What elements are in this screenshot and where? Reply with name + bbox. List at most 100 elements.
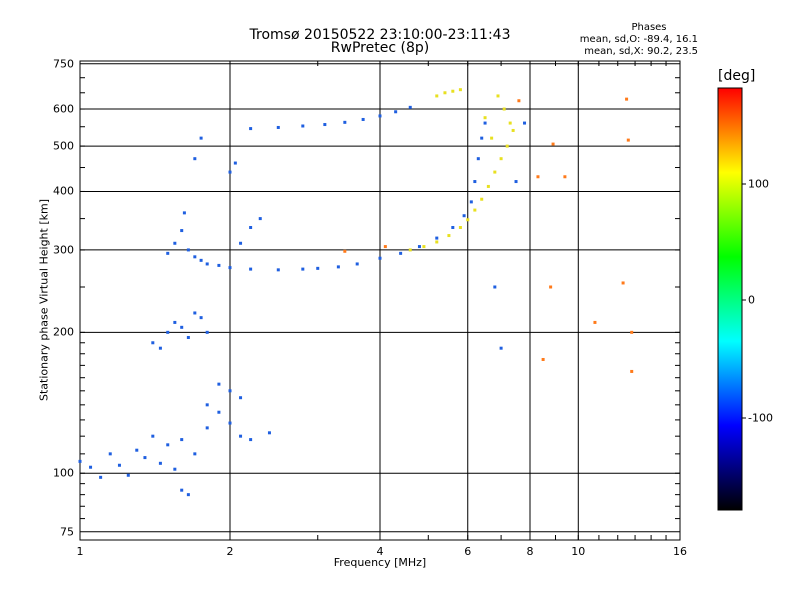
scatter-point <box>517 99 521 103</box>
scatter-point <box>166 443 170 447</box>
x-tick-label: 8 <box>526 545 534 558</box>
scatter-point <box>447 234 451 238</box>
x-axis-label: Frequency [MHz] <box>333 556 427 569</box>
scatter-point <box>541 357 545 361</box>
scatter-point <box>239 434 243 438</box>
scatter-point <box>630 369 634 373</box>
y-tick-label: 200 <box>53 325 74 339</box>
scatter-point <box>476 157 480 161</box>
scatter-point <box>355 262 359 266</box>
scatter-point <box>469 200 473 204</box>
y-tick-label: 400 <box>53 184 74 198</box>
chart-subtitle: RwPretec (8p) <box>330 40 430 56</box>
scatter-point <box>173 467 177 471</box>
y-tick-label: 750 <box>53 57 74 71</box>
scatter-point <box>443 91 447 95</box>
scatter-point <box>505 144 509 148</box>
scatter-point <box>499 346 503 350</box>
scatter-point <box>394 110 398 114</box>
scatter-point <box>480 197 484 201</box>
scatter-point <box>233 161 237 165</box>
colorbar-tick-label: -100 <box>748 411 773 425</box>
scatter-point <box>193 255 197 259</box>
scatter-point <box>563 175 567 179</box>
scatter-point <box>514 180 518 184</box>
scatter-point <box>549 285 553 289</box>
scatter-point <box>186 335 190 339</box>
scatter-point <box>89 465 93 469</box>
scatter-point <box>249 226 253 230</box>
scatter-point <box>186 248 190 252</box>
scatter-point <box>186 493 190 497</box>
scatter-point <box>228 421 232 425</box>
scatter-point <box>499 157 503 161</box>
scatter-point <box>158 346 162 350</box>
scatter-point <box>508 121 512 125</box>
scatter-point <box>239 241 243 245</box>
scatter-point <box>316 266 320 270</box>
scatter-point <box>301 267 305 271</box>
scatter-point <box>158 461 162 465</box>
phase-summary-x: mean, sd,X: 90.2, 23.5 <box>584 46 698 57</box>
scatter-point <box>490 136 494 140</box>
scatter-point <box>199 258 203 262</box>
scatter-point <box>151 434 155 438</box>
scatter-point <box>466 218 470 222</box>
scatter-point <box>502 107 506 111</box>
scatter-point <box>451 226 455 230</box>
scatter-point <box>205 403 209 407</box>
scatter-point <box>108 452 112 456</box>
chart-title: Tromsø 20150522 23:10:00-23:11:43 <box>249 27 511 43</box>
scatter-point <box>173 320 177 324</box>
scatter-point <box>182 211 186 215</box>
scatter-point <box>99 475 103 479</box>
x-tick-label: 6 <box>464 545 472 558</box>
scatter-point <box>166 251 170 255</box>
scatter-point <box>496 94 500 98</box>
scatter-point <box>276 125 280 129</box>
scatter-point <box>166 330 170 334</box>
scatter-point <box>523 121 527 125</box>
scatter-point <box>408 248 412 252</box>
phase-summary-header: Phases <box>631 22 667 33</box>
scatter-point <box>193 311 197 315</box>
scatter-point <box>483 121 487 125</box>
y-tick-label: 600 <box>53 102 74 116</box>
scatter-point <box>180 229 184 233</box>
scatter-point <box>422 245 426 249</box>
x-tick-label: 2 <box>226 545 234 558</box>
scatter-point <box>493 170 497 174</box>
scatter-point <box>536 175 540 179</box>
scatter-point <box>511 128 515 132</box>
scatter-point <box>258 217 262 221</box>
scatter-point <box>217 382 221 386</box>
scatter-point <box>343 249 347 253</box>
scatter-point <box>343 120 347 124</box>
scatter-point <box>117 463 121 467</box>
scatter-point <box>135 448 139 452</box>
scatter-point <box>205 330 209 334</box>
x-tick-label: 16 <box>673 545 687 558</box>
scatter-point <box>361 117 365 121</box>
scatter-point <box>151 341 155 345</box>
scatter-point <box>180 488 184 492</box>
scatter-point <box>276 268 280 272</box>
colorbar <box>717 87 743 511</box>
colorbar-unit-label: [deg] <box>718 68 756 84</box>
scatter-point <box>486 184 490 188</box>
y-tick-label: 100 <box>53 466 74 480</box>
colorbar-tick-label: 0 <box>748 293 755 307</box>
scatter-point <box>451 89 455 93</box>
scatter-point <box>593 320 597 324</box>
scatter-point <box>399 251 403 255</box>
scatter-point <box>435 94 439 98</box>
scatter-point <box>143 456 147 460</box>
scatter-point <box>483 116 487 120</box>
scatter-point <box>180 325 184 329</box>
scatter-point <box>239 396 243 400</box>
scatter-point <box>199 316 203 320</box>
scatter-point <box>473 180 477 184</box>
y-tick-label: 500 <box>53 139 74 153</box>
scatter-point <box>383 245 387 249</box>
